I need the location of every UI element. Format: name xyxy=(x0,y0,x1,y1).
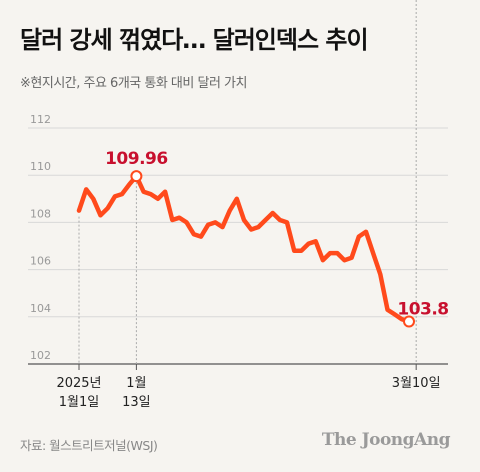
y-tick-label: 102 xyxy=(30,349,51,362)
series-line xyxy=(76,173,412,324)
chart-title: 달러 강세 꺾였다… 달러인덱스 추이 xyxy=(20,26,369,54)
y-tick-label: 112 xyxy=(30,113,51,126)
x-tick-label: 3월10일 xyxy=(392,376,441,391)
annotation-marker xyxy=(130,170,143,183)
annotation-marker xyxy=(403,315,415,328)
x-tick-label: 1월1일 xyxy=(59,395,99,410)
y-tick-label: 110 xyxy=(30,160,51,173)
y-tick-label: 106 xyxy=(30,255,51,268)
annotation-label: 103.8 xyxy=(397,300,448,320)
x-tick-label: 1월 xyxy=(126,376,146,391)
source-note: 자료: 월스트리트저널(WSJ) xyxy=(20,438,158,453)
y-tick-label: 104 xyxy=(30,302,51,315)
publisher-logo: The JoongAng xyxy=(321,430,451,450)
annotation-label: 109.96 xyxy=(105,149,168,169)
chart-subtitle: ※현지시간, 주요 6개국 통화 대비 달러 가치 xyxy=(20,76,247,91)
x-tick-label: 2025년 xyxy=(56,376,101,391)
y-tick-label: 108 xyxy=(30,207,51,220)
x-tick-label: 13일 xyxy=(122,395,151,410)
